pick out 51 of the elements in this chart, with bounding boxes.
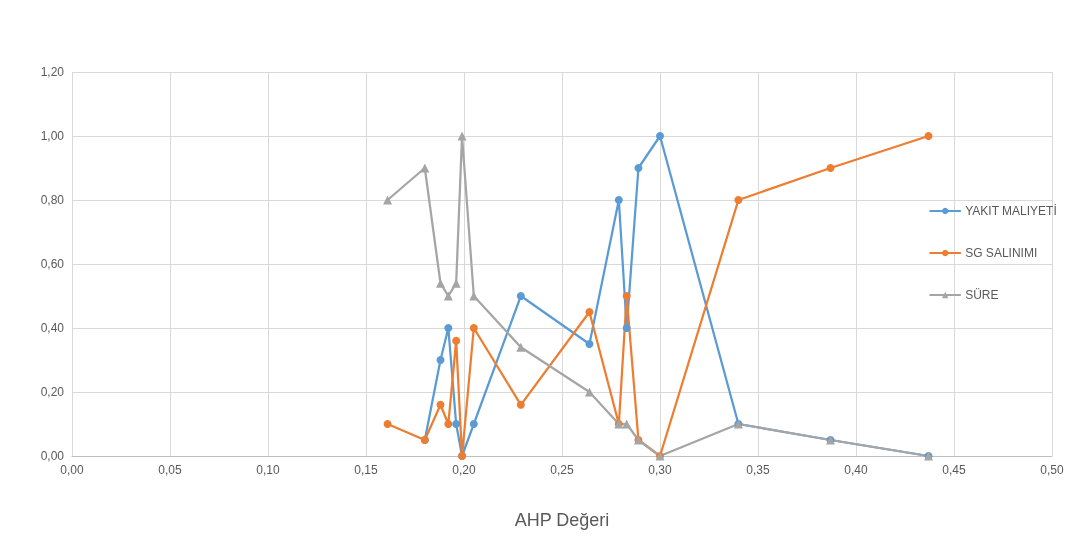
point	[452, 420, 461, 428]
x-tick-label: 0,20	[452, 463, 476, 477]
point	[622, 292, 631, 300]
y-tick-label: 0,40	[40, 321, 65, 335]
x-tick-label: 0,00	[60, 463, 84, 477]
point	[383, 195, 393, 205]
legend-label: SÜRE	[965, 288, 999, 302]
x-tick-label: 0,30	[648, 463, 672, 477]
point	[469, 291, 479, 301]
x-tick-label: 0,35	[746, 463, 770, 477]
y-tick-label: 0,00	[40, 449, 65, 463]
point	[469, 324, 478, 332]
x-tick-label: 0,10	[256, 463, 280, 477]
point	[516, 400, 525, 409]
point	[584, 387, 594, 397]
y-tick-label: 0,80	[40, 193, 65, 207]
point	[924, 132, 933, 140]
point	[634, 164, 643, 172]
point	[383, 420, 392, 428]
point	[444, 420, 453, 428]
point	[452, 336, 461, 345]
y-tick-label: 0,60	[40, 257, 65, 271]
point	[516, 292, 525, 300]
point	[436, 400, 445, 409]
point	[614, 196, 623, 204]
x-tick-label: 0,45	[942, 463, 966, 477]
point	[436, 356, 445, 364]
point	[444, 324, 453, 332]
y-tick-label: 0,20	[40, 385, 65, 399]
point	[734, 196, 743, 204]
x-axis-title: AHP Değeri	[514, 510, 610, 530]
point	[585, 308, 594, 316]
point	[622, 419, 632, 429]
legend-label: YAKIT MALIYETİ	[965, 204, 1057, 218]
x-tick-label: 0,50	[1040, 463, 1064, 477]
point	[516, 342, 526, 352]
x-tick-label: 0,25	[550, 463, 574, 477]
x-tick-label: 0,40	[844, 463, 868, 477]
y-tick-label: 1,20	[40, 65, 65, 79]
point	[420, 163, 430, 173]
point	[826, 164, 835, 172]
x-tick-label: 0,05	[158, 463, 182, 477]
legend-label: SG SALINIMI	[965, 246, 1038, 260]
point	[656, 132, 664, 140]
point	[443, 291, 453, 301]
y-tick-label: 1,00	[40, 129, 65, 143]
point	[622, 324, 631, 332]
point	[469, 420, 478, 428]
point	[457, 131, 467, 141]
x-tick-label: 0,15	[354, 463, 378, 477]
point	[585, 340, 594, 348]
